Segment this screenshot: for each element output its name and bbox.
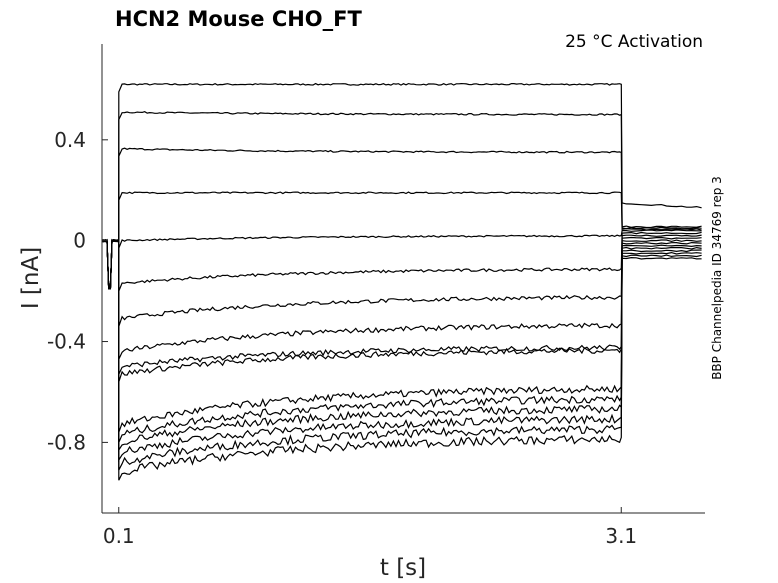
sweep-line-16 — [101, 239, 702, 481]
sweep-line-12 — [101, 238, 702, 443]
sweep-line-6 — [101, 231, 702, 292]
sweep-line-4 — [101, 191, 702, 290]
y-tick-label: 0 — [73, 229, 86, 253]
chart-title: HCN2 Mouse CHO_FT — [115, 7, 362, 31]
x-tick-label: 3.1 — [605, 524, 637, 548]
y-tick-label: -0.4 — [47, 330, 86, 354]
plot-area — [101, 82, 702, 481]
chart-subtitle: 25 °C Activation — [565, 32, 703, 52]
sweep-line-14 — [101, 239, 702, 463]
sweep-line-3 — [101, 147, 702, 290]
sweep-line-5 — [101, 229, 702, 290]
sweep-line-7 — [101, 234, 702, 327]
x-tick-label: 0.1 — [103, 524, 135, 548]
sweep-line-1 — [101, 82, 702, 290]
sweep-line-10 — [101, 239, 702, 383]
sweep-line-15 — [101, 239, 702, 471]
sweep-line-11 — [101, 238, 702, 433]
sweep-line-13 — [101, 239, 702, 453]
axis-ticks: 0.1 3.1 0.4 0 -0.4 -0.8 — [47, 128, 637, 548]
x-axis-label: t [s] — [380, 555, 426, 581]
y-axis-label: I [nA] — [18, 247, 44, 309]
sweep-line-9 — [101, 239, 702, 375]
y-tick-label: 0.4 — [54, 128, 86, 152]
sweep-line-2 — [101, 111, 702, 290]
y-tick-label: -0.8 — [47, 430, 86, 454]
sweep-line-8 — [101, 236, 702, 360]
source-note: BBP Channelpedia ID 34769 rep 3 — [710, 176, 724, 380]
